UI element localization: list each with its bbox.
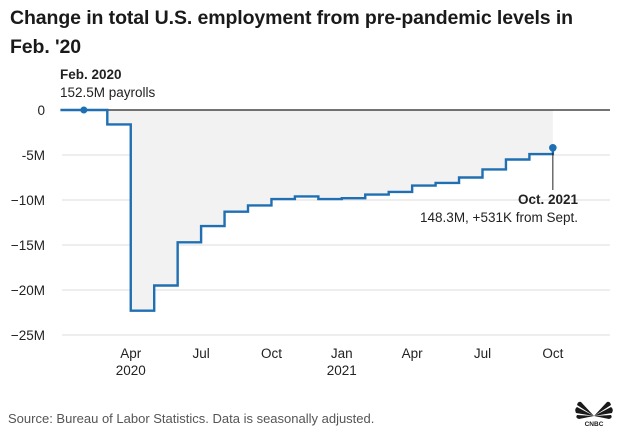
deficit-area: [60, 110, 553, 311]
y-tick-label: −20M: [11, 283, 45, 298]
x-tick-label: Apr: [120, 346, 142, 361]
x-axis-ticks: Apr 2020 Jul Oct Jan 2021 Apr Jul Oct: [116, 346, 564, 378]
annotation-end-text: 148.3M, +531K from Sept.: [420, 210, 578, 225]
annotation-end-label: Oct. 2021: [518, 192, 579, 207]
x-tick-label: Oct: [542, 346, 563, 361]
source-note: Source: Bureau of Labor Statistics. Data…: [8, 411, 375, 426]
x-tick-label: Jul: [192, 346, 209, 361]
end-point: [549, 144, 557, 152]
x-tick-label: Jan: [331, 346, 353, 361]
y-tick-label: −25M: [11, 328, 45, 343]
y-tick-label: -5M: [22, 148, 45, 163]
y-tick-label: 0: [37, 103, 45, 118]
start-point: [80, 106, 88, 114]
y-tick-label: −15M: [11, 238, 45, 253]
cnbc-peacock-logo: CNBC: [575, 401, 613, 428]
chart-title: Change in total U.S. employment from pre…: [10, 7, 573, 58]
x-tick-year-label: 2020: [116, 363, 146, 378]
series-line: [60, 108, 555, 312]
x-tick-label: Apr: [402, 346, 424, 361]
annotation-start-text: 152.5M payrolls: [60, 85, 156, 100]
y-tick-label: −10M: [11, 193, 45, 208]
x-tick-year-label: 2021: [327, 363, 357, 378]
x-tick-label: Oct: [261, 346, 282, 361]
x-tick-label: Jul: [474, 346, 491, 361]
y-axis-ticks: 0 -5M −10M −15M −20M −25M: [11, 103, 45, 343]
logo-text: CNBC: [585, 421, 604, 428]
annotation-start-label: Feb. 2020: [60, 67, 122, 82]
